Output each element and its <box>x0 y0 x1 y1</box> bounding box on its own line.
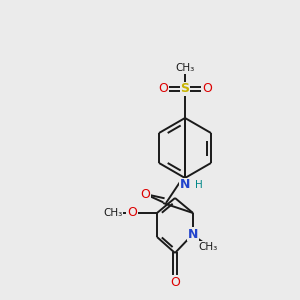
Text: S: S <box>181 82 190 95</box>
Text: O: O <box>170 277 180 290</box>
Text: O: O <box>127 206 137 220</box>
Text: H: H <box>195 180 203 190</box>
Text: CH₃: CH₃ <box>198 242 218 252</box>
Text: N: N <box>180 178 190 191</box>
Text: CH₃: CH₃ <box>103 208 123 218</box>
Text: O: O <box>158 82 168 95</box>
Text: CH₃: CH₃ <box>176 63 195 73</box>
Text: N: N <box>188 227 198 241</box>
Text: O: O <box>202 82 212 95</box>
Text: O: O <box>140 188 150 200</box>
